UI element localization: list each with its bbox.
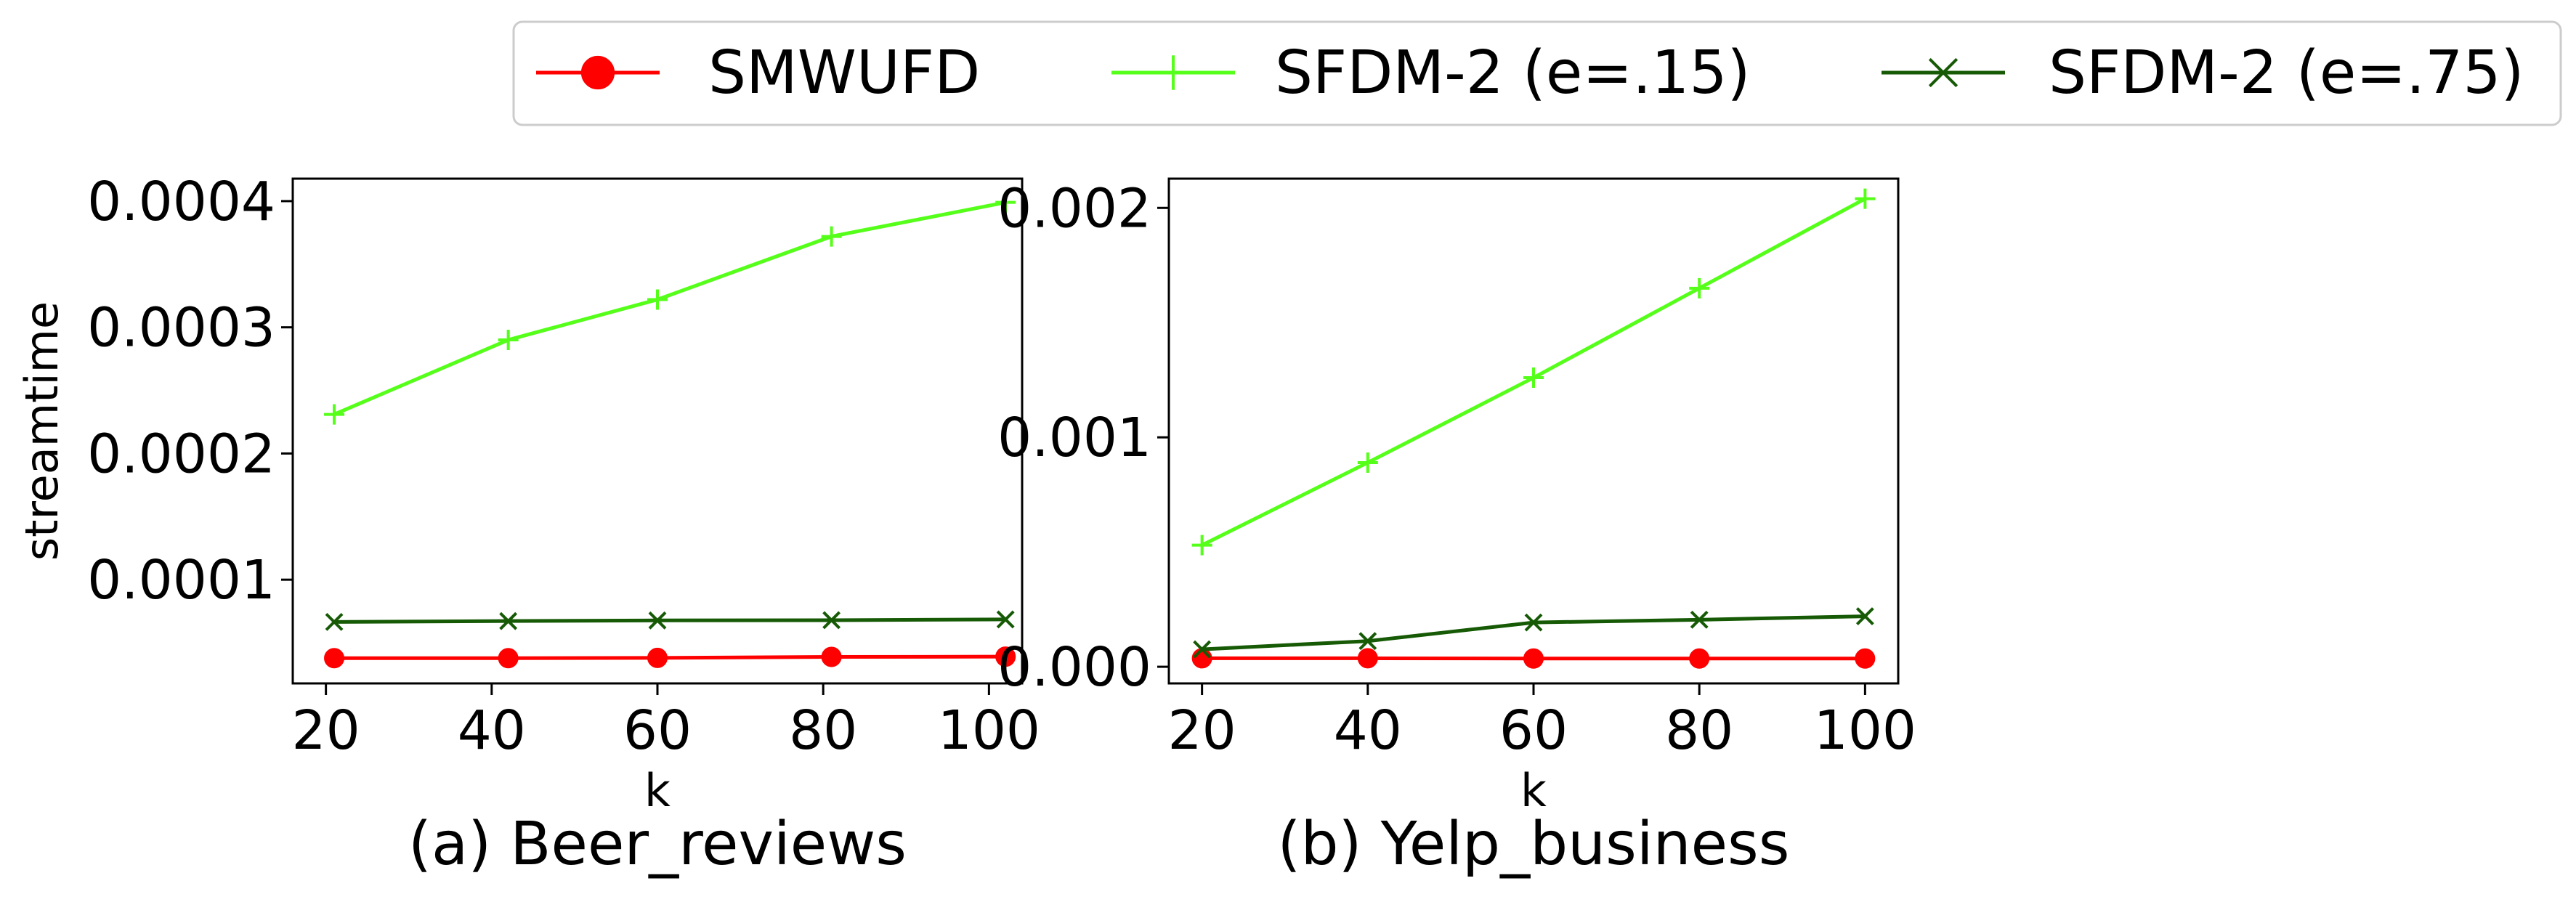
data-point	[1193, 640, 1212, 659]
data-point	[1191, 648, 1212, 669]
data-point	[1357, 452, 1378, 473]
legend-frame	[512, 20, 2562, 126]
y-tick-label: 0.0003	[87, 297, 275, 359]
series-circle-0	[324, 646, 1016, 669]
data-point	[324, 648, 345, 669]
plot-frame	[1167, 177, 1900, 685]
legend-marker-1	[1156, 55, 1191, 90]
y-axis-label: streamtime	[15, 301, 68, 561]
x-tick-label: 100	[1814, 699, 1916, 762]
series-x-1	[1193, 607, 1874, 659]
data-point	[1523, 648, 1544, 669]
data-point	[1523, 367, 1544, 389]
y-tick-label: 0.000	[997, 636, 1151, 699]
data-point	[648, 611, 667, 630]
data-point	[1191, 535, 1212, 556]
x-axis-label: k	[644, 764, 671, 817]
data-point	[325, 612, 344, 631]
series-x-0	[325, 610, 1015, 631]
data-point	[647, 647, 668, 668]
data-point	[498, 330, 519, 351]
x-tick-label: 60	[1499, 699, 1568, 762]
legend-entry-1: SFDM-2 (e=.15)	[1111, 38, 1750, 107]
data-point	[1358, 632, 1377, 651]
subplot-caption: (a) Beer_reviews	[408, 810, 907, 879]
data-point	[822, 611, 841, 630]
data-point	[1689, 277, 1710, 298]
series-plus-1	[1191, 188, 1876, 556]
y-tick-label: 0.001	[997, 407, 1151, 469]
data-point	[996, 610, 1015, 629]
data-point	[1357, 648, 1378, 669]
legend-marker-circle-0	[580, 55, 615, 90]
x-tick-label: 40	[458, 699, 526, 762]
legend-entry-2: SFDM-2 (e=.75)	[1882, 38, 2524, 107]
legend-marker-x-2	[1928, 57, 1959, 88]
y-tick-label: 0.0002	[87, 423, 275, 485]
data-point	[821, 226, 842, 247]
data-point	[324, 404, 345, 425]
legend-label-1: SFDM-2 (e=.15)	[1275, 38, 1750, 107]
legend-label-2: SFDM-2 (e=.75)	[2049, 38, 2524, 107]
data-point	[1524, 613, 1543, 632]
data-point	[995, 192, 1016, 213]
x-tick-label: 40	[1334, 699, 1402, 762]
legend: SMWUFD SFDM-2 (e=.15) SFDM-2 (e=.75)	[512, 20, 2562, 126]
legend-entry-0: SMWUFD	[536, 38, 980, 107]
data-point	[647, 289, 668, 310]
y-tick-label: 0.0004	[87, 171, 275, 233]
series-circle-1	[1191, 648, 1876, 669]
data-point	[1690, 610, 1709, 629]
chart-beer-reviews: 20 40 60 80 100 0.0001 0.0002 0.0003 0.0004 k stre…	[15, 171, 1040, 879]
plot-frame	[291, 177, 1024, 685]
data-point	[1855, 648, 1876, 669]
y-tick-label: 0.0001	[87, 549, 275, 612]
data-point	[995, 646, 1016, 667]
x-tick-label: 80	[1665, 699, 1733, 762]
x-axis-label: k	[1520, 764, 1547, 817]
x-tick-label: 20	[292, 699, 360, 762]
y-tick-label: 0.002	[997, 177, 1151, 240]
legend-marker-2	[1928, 57, 1959, 88]
x-tick-label: 80	[789, 699, 857, 762]
legend-marker-plus-1	[1156, 55, 1191, 90]
x-tick-label: 100	[938, 699, 1040, 762]
series-line	[334, 654, 1006, 660]
legend-label-0: SMWUFD	[708, 38, 980, 107]
series-plus-0	[324, 192, 1016, 425]
data-point	[821, 646, 842, 667]
x-tick-label: 20	[1168, 699, 1236, 762]
data-point	[1689, 648, 1710, 669]
series-line	[334, 617, 1006, 624]
data-point	[1855, 188, 1876, 209]
data-point	[498, 648, 519, 669]
series-line	[333, 200, 1006, 416]
x-tick-label: 60	[623, 699, 692, 762]
subplot-caption: (b) Yelp_business	[1278, 810, 1790, 879]
data-point	[499, 612, 518, 630]
data-point	[1855, 607, 1874, 626]
chart-yelp-business: 20 40 60 80 100 0.000 0.001 0.002 k(b) Yelp_busi…	[997, 177, 1916, 879]
legend-marker-0	[580, 55, 615, 90]
